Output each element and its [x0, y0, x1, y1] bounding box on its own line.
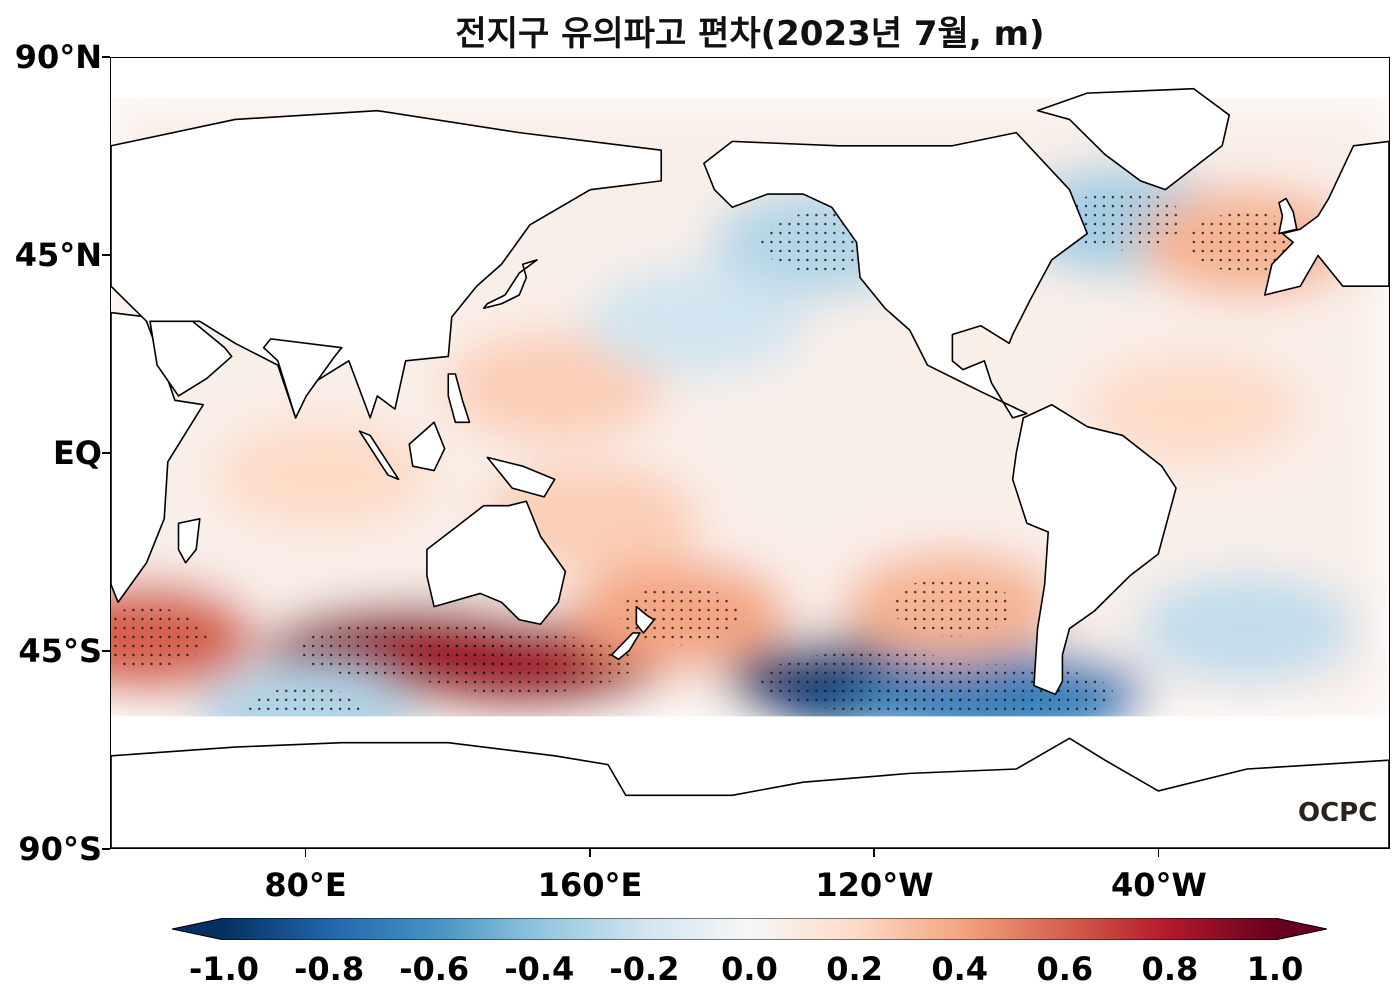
- lon-tick-label: 120°W: [815, 866, 934, 904]
- land-arabia: [149, 320, 233, 397]
- anomaly-blob-14: [1137, 573, 1357, 684]
- colorbar: [172, 918, 1327, 940]
- stipple-region-1: [404, 633, 635, 694]
- land-india: [262, 338, 343, 419]
- lon-tick-mark: [873, 849, 875, 857]
- land-masses: [111, 58, 1389, 848]
- anomaly-blob-11: [214, 420, 434, 530]
- lon-tick-label: 160°E: [537, 866, 643, 904]
- lon-tick-mark: [1157, 849, 1160, 857]
- stipple-region-2: [619, 585, 739, 646]
- colorbar-gradient: [172, 918, 1327, 940]
- lat-tick-mark: [102, 650, 110, 652]
- land-philippines: [447, 373, 471, 424]
- anomaly-blob-15: [586, 266, 807, 377]
- colorbar-tick-label: -0.8: [294, 950, 365, 988]
- map-frame: [110, 57, 1390, 849]
- ocpc-logo: OCPC: [1298, 798, 1378, 828]
- lat-tick-label: 45°S: [18, 632, 102, 670]
- stipple-region-5: [892, 576, 1013, 637]
- lon-tick-mark: [589, 849, 591, 857]
- land-uk: [1278, 197, 1298, 235]
- lat-tick-mark: [102, 452, 110, 454]
- colorbar-tick-label: 1.0: [1246, 950, 1304, 988]
- lon-tick-label: 80°E: [264, 866, 347, 904]
- land-europe: [1263, 140, 1389, 296]
- anomaly-blob-13: [1083, 354, 1304, 464]
- lon-tick-label: 40°W: [1110, 866, 1207, 904]
- lat-tick-label: 90°S: [18, 830, 102, 868]
- colorbar-tick-label: -0.4: [504, 950, 575, 988]
- land-madagascar: [177, 518, 201, 564]
- lat-tick-mark: [102, 848, 110, 850]
- lat-tick-mark: [102, 254, 110, 256]
- land-australia: [426, 500, 567, 625]
- colorbar-tick-label: -0.2: [609, 950, 680, 988]
- land-nz-south: [610, 632, 641, 661]
- stipple-region-10: [246, 686, 367, 717]
- colorbar-tick-label: 0.2: [826, 950, 883, 988]
- lat-tick-mark: [102, 56, 110, 58]
- stipple-region-6: [111, 607, 207, 668]
- land-south-america: [1011, 403, 1177, 696]
- colorbar-tick-label: 0.8: [1141, 950, 1199, 988]
- lat-tick-label: 90°N: [14, 38, 102, 76]
- map-canvas: [111, 58, 1389, 848]
- anomaly-blob-10: [444, 332, 665, 443]
- land-antarctica: [111, 737, 1389, 848]
- lat-tick-label: 45°N: [14, 236, 102, 274]
- chart-title: 전지구 유의파고 편차(2023년 7월, m): [455, 14, 1045, 54]
- stipple-region-7: [1062, 190, 1183, 251]
- colorbar-tick-label: 0.4: [931, 950, 989, 988]
- colorbar-tick-label: -1.0: [189, 950, 259, 988]
- land-new-guinea: [486, 456, 556, 498]
- colorbar-tick-label: 0.6: [1036, 950, 1094, 988]
- land-borneo: [408, 421, 446, 472]
- colorbar-tick-label: 0.0: [721, 950, 778, 988]
- lat-tick-label: EQ: [52, 434, 102, 472]
- lon-tick-mark: [304, 849, 307, 857]
- land-japan: [482, 259, 538, 309]
- land-nz-north: [635, 605, 655, 634]
- land-sumatra: [358, 430, 400, 481]
- land-greenland: [1036, 87, 1231, 191]
- land-eurasia: [111, 109, 663, 419]
- colorbar-tick-label: -0.6: [399, 950, 470, 988]
- land-north-america: [703, 131, 1089, 419]
- stipple-region-4: [883, 664, 1114, 717]
- stipple-region-8: [1187, 212, 1307, 273]
